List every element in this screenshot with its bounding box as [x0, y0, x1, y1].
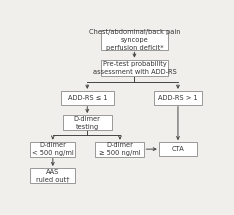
FancyBboxPatch shape [101, 60, 168, 76]
FancyBboxPatch shape [61, 91, 113, 105]
Text: ADD-RS > 1: ADD-RS > 1 [158, 95, 198, 101]
Text: D-dimer
≥ 500 ng/ml: D-dimer ≥ 500 ng/ml [99, 142, 141, 156]
FancyBboxPatch shape [30, 168, 76, 183]
FancyBboxPatch shape [95, 142, 144, 157]
Text: Pre-test probability
assessment with ADD-RS: Pre-test probability assessment with ADD… [93, 61, 176, 75]
Text: D-dimer
< 500 ng/ml: D-dimer < 500 ng/ml [32, 142, 74, 156]
Text: AAS
ruled out†: AAS ruled out† [36, 169, 69, 183]
Text: CTA: CTA [172, 146, 184, 152]
FancyBboxPatch shape [154, 91, 201, 105]
Text: Chest/abdominal/back pain
syncope
perfusion deficit*: Chest/abdominal/back pain syncope perfus… [89, 29, 180, 51]
FancyBboxPatch shape [101, 29, 168, 50]
FancyBboxPatch shape [63, 115, 112, 130]
FancyBboxPatch shape [30, 142, 76, 157]
Text: D-dimer
testing: D-dimer testing [74, 116, 101, 129]
FancyBboxPatch shape [159, 142, 197, 156]
Text: ADD-RS ≤ 1: ADD-RS ≤ 1 [68, 95, 107, 101]
